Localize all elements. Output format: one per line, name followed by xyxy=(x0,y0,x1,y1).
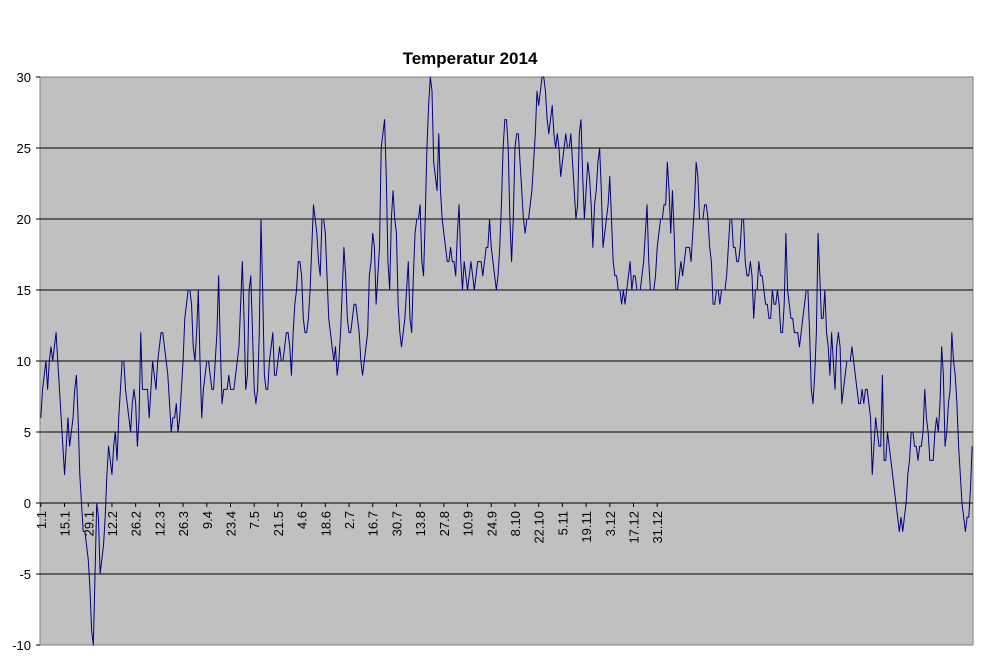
x-tick-label: 16.7 xyxy=(366,511,381,536)
x-tick-label: 24.9 xyxy=(484,511,499,536)
x-tick-label: 26.2 xyxy=(129,511,144,536)
x-tick-label: 23.4 xyxy=(223,511,238,536)
x-tick-label: 4.6 xyxy=(295,511,310,529)
y-tick-label: 10 xyxy=(17,354,31,369)
y-tick-label: 15 xyxy=(17,283,31,298)
x-tick-label: 12.3 xyxy=(152,511,167,536)
x-tick-label: 2.7 xyxy=(342,511,357,529)
x-tick-label: 27.8 xyxy=(437,511,452,536)
y-tick-label: 30 xyxy=(17,70,31,85)
chart-title: Temperatur 2014 xyxy=(403,49,538,68)
x-tick-label: 3.12 xyxy=(603,511,618,536)
x-tick-label: 9.4 xyxy=(200,511,215,529)
x-tick-label: 19.11 xyxy=(579,511,594,543)
x-tick-label: 5.11 xyxy=(555,511,570,535)
y-tick-label: 25 xyxy=(17,141,31,156)
x-tick-label: 12.2 xyxy=(105,511,120,536)
x-tick-label: 13.8 xyxy=(413,511,428,536)
y-tick-label: -5 xyxy=(19,567,31,582)
series-line-temperature xyxy=(40,76,973,646)
x-tick-label: 8.10 xyxy=(508,511,523,536)
x-tick-label: 29.1 xyxy=(81,511,96,536)
y-tick-label: 0 xyxy=(24,496,31,511)
y-tick-label: 20 xyxy=(17,212,31,227)
x-tick-label: 21.5 xyxy=(271,511,286,536)
x-tick-label: 26.3 xyxy=(176,511,191,536)
x-tick-label: 22.10 xyxy=(532,511,547,544)
x-tick-label: 17.12 xyxy=(626,511,641,544)
x-tick-label: 18.6 xyxy=(318,511,333,536)
x-tick-label: 31.12 xyxy=(650,511,665,544)
x-tick-label: 30.7 xyxy=(389,511,404,536)
x-tick-label: 7.5 xyxy=(247,511,262,529)
y-tick-label: 5 xyxy=(24,425,31,440)
x-tick-label: 10.9 xyxy=(461,511,476,536)
y-axis-ticks: -10 -5 0 5 10 15 20 25 30 xyxy=(12,70,40,653)
x-tick-label: 15.1 xyxy=(58,511,73,536)
gridlines xyxy=(40,147,973,575)
x-axis-ticks: 1.1 15.1 29.1 12.2 26.2 12.3 26.3 9.4 23.4 7.5 21.… xyxy=(34,503,665,544)
y-tick-label: -10 xyxy=(12,638,31,653)
series-layer xyxy=(40,76,973,646)
x-tick-label: 1.1 xyxy=(34,511,49,529)
